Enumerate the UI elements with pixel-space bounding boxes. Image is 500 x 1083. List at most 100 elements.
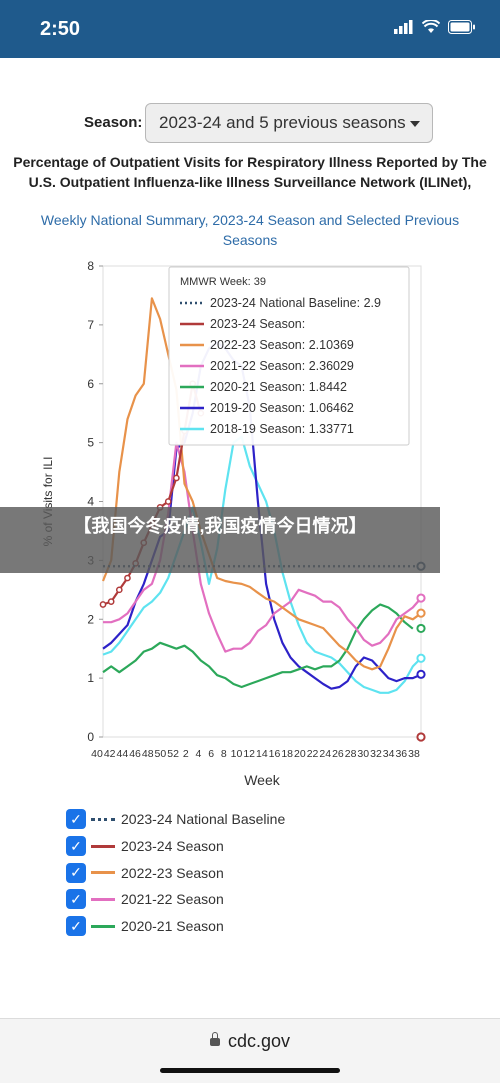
y-tick-label: 7	[87, 318, 94, 332]
tooltip-row: 2021-22 Season: 2.36029	[210, 359, 354, 373]
x-tick-label: 10	[231, 748, 243, 760]
tooltip-box	[168, 266, 410, 446]
x-tick-label: 2	[183, 748, 189, 760]
hover-point	[416, 669, 426, 679]
legend-label: 2023-24 National Baseline	[121, 811, 286, 828]
series-line	[102, 435, 422, 694]
x-tick-label: 6	[208, 748, 214, 760]
checkbox-checked-icon[interactable]: ✓	[66, 916, 86, 937]
legend-swatch	[91, 817, 115, 821]
x-tick-label: 26	[332, 748, 344, 760]
checkbox-checked-icon[interactable]: ✓	[66, 836, 86, 857]
x-tick-label: 48	[142, 748, 154, 760]
legend-label: 2023-24 Season	[121, 838, 224, 855]
x-axis-label: Week	[244, 772, 281, 788]
x-tick-label: 18	[281, 748, 293, 760]
series-point	[164, 498, 172, 505]
chart-legend: ✓ 2023-24 National Baseline ✓ 2023-24 Seaso…	[66, 806, 285, 939]
y-tick-label: 1	[87, 671, 94, 685]
x-tick-label: 4	[196, 748, 202, 760]
tooltip-row: 2022-23 Season: 2.10369	[210, 338, 354, 352]
series-point	[173, 474, 180, 482]
overlay-banner: 【我国今冬疫情,我国疫情今日情况】	[0, 507, 440, 573]
browser-bottom-bar: cdc.gov	[0, 1018, 500, 1083]
battery-icon	[448, 20, 475, 34]
series-point	[124, 574, 131, 582]
y-tick-label: 6	[87, 377, 94, 391]
legend-swatch	[91, 924, 115, 928]
hover-point	[416, 623, 426, 634]
y-tick-label: 4	[87, 495, 94, 509]
hover-point	[416, 608, 426, 618]
x-tick-label: 42	[104, 748, 116, 760]
lock-icon	[209, 1032, 220, 1046]
x-tick-label: 46	[129, 748, 141, 760]
season-label: Season:	[84, 114, 143, 131]
url-text: cdc.gov	[227, 1031, 291, 1051]
tooltip-header: MMWR Week: 39	[180, 276, 266, 288]
x-tick-label: 24	[319, 748, 331, 760]
y-tick-label: 8	[87, 259, 94, 273]
season-selector-row: Season: 2023-24 and 5 previous seasons	[0, 100, 500, 148]
chart-title: Percentage of Outpatient Visits for Resp…	[13, 154, 487, 190]
x-tick-label: 22	[307, 748, 319, 760]
x-tick-label: 16	[269, 748, 281, 760]
x-tick-label: 34	[383, 748, 395, 760]
series-point	[107, 598, 115, 605]
x-tick-label: 30	[357, 748, 369, 760]
series-line	[102, 603, 414, 689]
series-line	[101, 297, 422, 671]
x-tick-label: 44	[117, 748, 129, 760]
legend-item[interactable]: ✓ 2023-24 National Baseline	[66, 806, 285, 833]
hover-point	[416, 593, 426, 603]
season-selected-value: 2023-24 and 5 previous seasons	[159, 113, 406, 132]
checkbox-checked-icon[interactable]: ✓	[66, 809, 86, 830]
signal-icon	[394, 20, 413, 34]
status-time: 2:50	[40, 18, 81, 40]
y-tick-label: 2	[87, 612, 94, 626]
x-tick-label: 50	[155, 748, 167, 760]
x-tick-label: 20	[294, 748, 306, 760]
status-bar: 2:50	[0, 0, 500, 58]
chevron-down-icon	[410, 121, 420, 127]
x-tick-label: 14	[256, 748, 268, 760]
hover-point	[416, 732, 426, 742]
tooltip-row: 2019-20 Season: 1.06462	[210, 401, 354, 415]
x-tick-label: 28	[345, 748, 357, 760]
chart-subtitle[interactable]: Weekly National Summary, 2023-24 Season …	[40, 212, 460, 248]
x-tick-label: 36	[395, 748, 407, 760]
tooltip-row: 2023-24 Season:	[210, 317, 305, 331]
season-dropdown[interactable]: 2023-24 and 5 previous seasons	[145, 103, 433, 143]
x-tick-label: 52	[167, 748, 179, 760]
legend-swatch	[91, 871, 115, 875]
legend-label: 2022-23 Season	[121, 864, 224, 881]
wifi-icon	[422, 20, 440, 33]
legend-item[interactable]: ✓ 2020-21 Season	[66, 913, 285, 940]
legend-label: 2021-22 Season	[121, 891, 224, 908]
status-icons	[394, 20, 476, 34]
series-point	[115, 586, 123, 594]
legend-label: 2020-21 Season	[121, 918, 224, 935]
ili-line-chart[interactable]: 012345678% of Visits for ILI404244464850…	[0, 250, 500, 800]
x-tick-label: 32	[370, 748, 382, 760]
x-tick-label: 40	[91, 748, 103, 760]
tooltip-row: 2020-21 Season: 1.8442	[210, 380, 347, 394]
checkbox-checked-icon[interactable]: ✓	[66, 862, 86, 883]
legend-item[interactable]: ✓ 2023-24 Season	[66, 833, 285, 860]
tooltip-row: 2023-24 National Baseline: 2.9	[210, 296, 381, 310]
url-bar[interactable]: cdc.gov	[0, 1031, 500, 1052]
x-tick-label: 38	[408, 748, 420, 760]
legend-item[interactable]: ✓ 2021-22 Season	[66, 886, 285, 913]
legend-item[interactable]: ✓ 2022-23 Season	[66, 859, 285, 886]
checkbox-checked-icon[interactable]: ✓	[66, 889, 86, 910]
y-tick-label: 0	[87, 730, 94, 744]
hover-point	[416, 653, 426, 663]
legend-swatch	[91, 844, 115, 848]
series-point	[99, 601, 107, 608]
y-tick-label: 5	[87, 436, 94, 450]
tooltip-row: 2018-19 Season: 1.33771	[210, 422, 354, 436]
home-indicator[interactable]	[160, 1068, 340, 1073]
x-tick-label: 8	[221, 748, 227, 760]
legend-swatch	[91, 897, 115, 901]
x-tick-label: 12	[243, 748, 255, 760]
